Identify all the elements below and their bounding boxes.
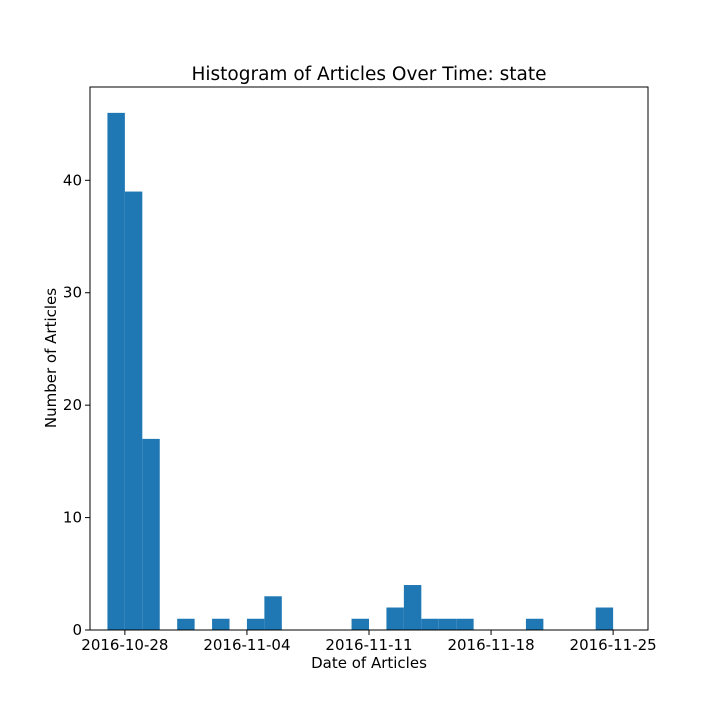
histogram-bar-6 bbox=[264, 596, 282, 630]
y-tick-label-2: 20 bbox=[63, 396, 82, 414]
y-tick-label-1: 10 bbox=[63, 509, 82, 527]
x-tick-label-2: 2016-11-11 bbox=[325, 636, 412, 654]
histogram-bar-4 bbox=[212, 618, 230, 630]
histogram-bar-5 bbox=[246, 618, 265, 630]
y-tick-label-3: 30 bbox=[63, 284, 82, 302]
histogram-bar-11 bbox=[438, 618, 457, 630]
histogram-bar-13 bbox=[525, 618, 544, 630]
x-axis-label: Date of Articles bbox=[311, 654, 427, 672]
histogram-bar-10 bbox=[421, 618, 439, 630]
x-axis: 2016-10-28 2016-11-04 2016-11-11 2016-11-18… bbox=[81, 630, 657, 654]
y-tick-label-0: 0 bbox=[72, 621, 82, 639]
histogram-bar-2 bbox=[142, 438, 160, 630]
histogram-bar-9 bbox=[403, 585, 422, 630]
histogram-bar-12 bbox=[456, 618, 474, 630]
x-tick-label-1: 2016-11-04 bbox=[203, 636, 290, 654]
bar-group bbox=[107, 112, 614, 631]
histogram-bar-1 bbox=[124, 191, 143, 630]
histogram-bar-7 bbox=[351, 618, 369, 630]
histogram-bar-8 bbox=[386, 607, 404, 630]
y-axis: 0 10 20 30 40 bbox=[63, 171, 90, 639]
histogram-bar-14 bbox=[595, 607, 614, 630]
chart-title: Histogram of Articles Over Time: state bbox=[191, 64, 546, 85]
x-tick-label-0: 2016-10-28 bbox=[81, 636, 168, 654]
x-tick-label-3: 2016-11-18 bbox=[447, 636, 534, 654]
histogram-bar-3 bbox=[177, 618, 195, 630]
y-tick-label-4: 40 bbox=[63, 171, 82, 189]
y-axis-label: Number of Articles bbox=[42, 288, 60, 428]
histogram-bar-0 bbox=[107, 112, 125, 631]
x-tick-label-4: 2016-11-25 bbox=[570, 636, 657, 654]
plot-frame bbox=[89, 86, 649, 631]
